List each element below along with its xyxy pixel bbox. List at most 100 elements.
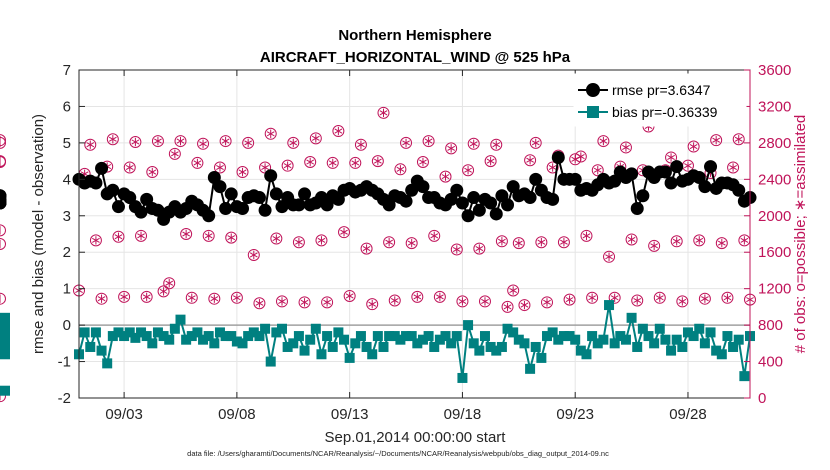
- bias-point: [401, 331, 412, 342]
- obs-assimilated-point: [560, 238, 568, 247]
- legend-bias-label: bias pr=-0.36339: [612, 104, 718, 120]
- obs-assimilated-point: [131, 137, 140, 147]
- obs-possible-point: [507, 284, 520, 297]
- x-axis-label: Sep.01,2014 00:00:00 start: [325, 429, 507, 446]
- bias-point: [609, 338, 620, 349]
- rmse-point: [529, 172, 543, 186]
- obs-assimilated-point: [283, 161, 292, 170]
- obs-assimilated-point: [210, 294, 219, 303]
- rmse-point: [472, 203, 486, 217]
- obs-assimilated-point: [357, 140, 365, 149]
- obs-assimilated-point: [373, 156, 382, 166]
- rmse-point: [484, 196, 498, 210]
- obs-possible-point: [603, 250, 616, 263]
- rmse-point: [732, 183, 746, 197]
- rmse-point: [416, 180, 430, 194]
- rmse-point: [489, 207, 503, 221]
- obs-assimilated-point: [667, 153, 675, 162]
- bias-point: [243, 331, 254, 342]
- obs-possible-point: [287, 136, 300, 149]
- rmse-point: [0, 194, 7, 208]
- bias-point: [355, 331, 366, 342]
- bias-point: [113, 327, 124, 338]
- obs-possible-point: [281, 159, 294, 172]
- obs-possible-point: [309, 132, 322, 145]
- obs-possible-point: [721, 291, 734, 304]
- y-tick-label: 4: [63, 171, 71, 188]
- bias-point: [119, 331, 130, 342]
- obs-possible-point: [546, 161, 559, 174]
- rmse-point: [450, 183, 464, 197]
- y-tick-label: 3: [63, 208, 71, 225]
- y-tick-label: 1: [63, 281, 71, 298]
- obs-assimilated-point: [514, 238, 523, 248]
- obs-assimilated-point: [396, 165, 405, 174]
- rmse-point: [658, 165, 672, 179]
- obs-possible-point: [727, 161, 740, 174]
- obs-possible-point: [106, 133, 119, 146]
- bias-point: [519, 338, 530, 349]
- rmse-point: [523, 191, 537, 205]
- obs-possible-point: [140, 290, 153, 303]
- obs-assimilated-point: [672, 237, 681, 246]
- obs-possible-point: [456, 295, 469, 308]
- obs-assimilated-point: [142, 292, 151, 302]
- obs-possible-point: [0, 238, 6, 251]
- obs-possible-point: [591, 164, 604, 177]
- bias-point: [570, 334, 581, 345]
- bias-point: [513, 334, 524, 345]
- obs-assimilated-point: [390, 296, 399, 305]
- obs-possible-point: [693, 234, 706, 247]
- obs-possible-point: [270, 232, 283, 245]
- y2-tick-label: 1200: [758, 281, 791, 298]
- obs-assimilated-point: [424, 136, 433, 146]
- y2-tick-label: 2400: [758, 171, 791, 188]
- obs-possible-point: [230, 291, 243, 304]
- bias-point: [226, 331, 237, 342]
- bias-point: [282, 341, 293, 352]
- rmse-point: [698, 180, 712, 194]
- bias-point: [0, 331, 10, 342]
- bias-point: [451, 331, 462, 342]
- obs-possible-point: [665, 151, 678, 164]
- obs-assimilated-point: [311, 134, 320, 143]
- bias-point: [479, 331, 490, 342]
- rmse-point: [630, 201, 644, 215]
- obs-assimilated-point: [216, 163, 224, 172]
- bias-point: [288, 338, 299, 349]
- bias-point: [333, 327, 344, 338]
- obs-assimilated-point: [469, 139, 478, 148]
- obs-possible-point: [247, 248, 260, 261]
- obs-assimilated-point: [232, 293, 241, 302]
- obs-possible-point: [84, 138, 97, 151]
- obs-possible-point: [343, 289, 356, 302]
- bias-point: [203, 331, 214, 342]
- obs-possible-point: [315, 234, 328, 247]
- obs-assimilated-point: [464, 166, 472, 175]
- obs-assimilated-point: [526, 156, 534, 165]
- obs-possible-point: [648, 239, 661, 252]
- obs-assimilated-point: [244, 138, 253, 148]
- bias-point: [496, 341, 507, 352]
- bias-point: [558, 331, 569, 342]
- obs-assimilated-point: [159, 287, 168, 296]
- bias-point: [553, 334, 564, 345]
- obs-possible-point: [631, 294, 644, 307]
- rmse-point: [258, 203, 272, 217]
- obs-assimilated-point: [717, 238, 726, 248]
- obs-possible-point: [349, 156, 362, 169]
- obs-possible-point: [304, 156, 317, 169]
- bias-point: [389, 331, 400, 342]
- obs-assimilated-point: [712, 135, 721, 145]
- obs-possible-point: [219, 135, 232, 148]
- obs-possible-point: [383, 236, 396, 249]
- obs-possible-point: [185, 291, 198, 304]
- bias-point: [620, 334, 631, 345]
- obs-possible-point: [495, 235, 508, 248]
- y2-tick-label: 3600: [758, 62, 791, 79]
- obs-possible-point: [524, 154, 537, 167]
- bias-point: [671, 334, 682, 345]
- obs-assimilated-point: [729, 163, 737, 172]
- obs-assimilated-point: [633, 296, 642, 305]
- obs-assimilated-point: [323, 298, 331, 307]
